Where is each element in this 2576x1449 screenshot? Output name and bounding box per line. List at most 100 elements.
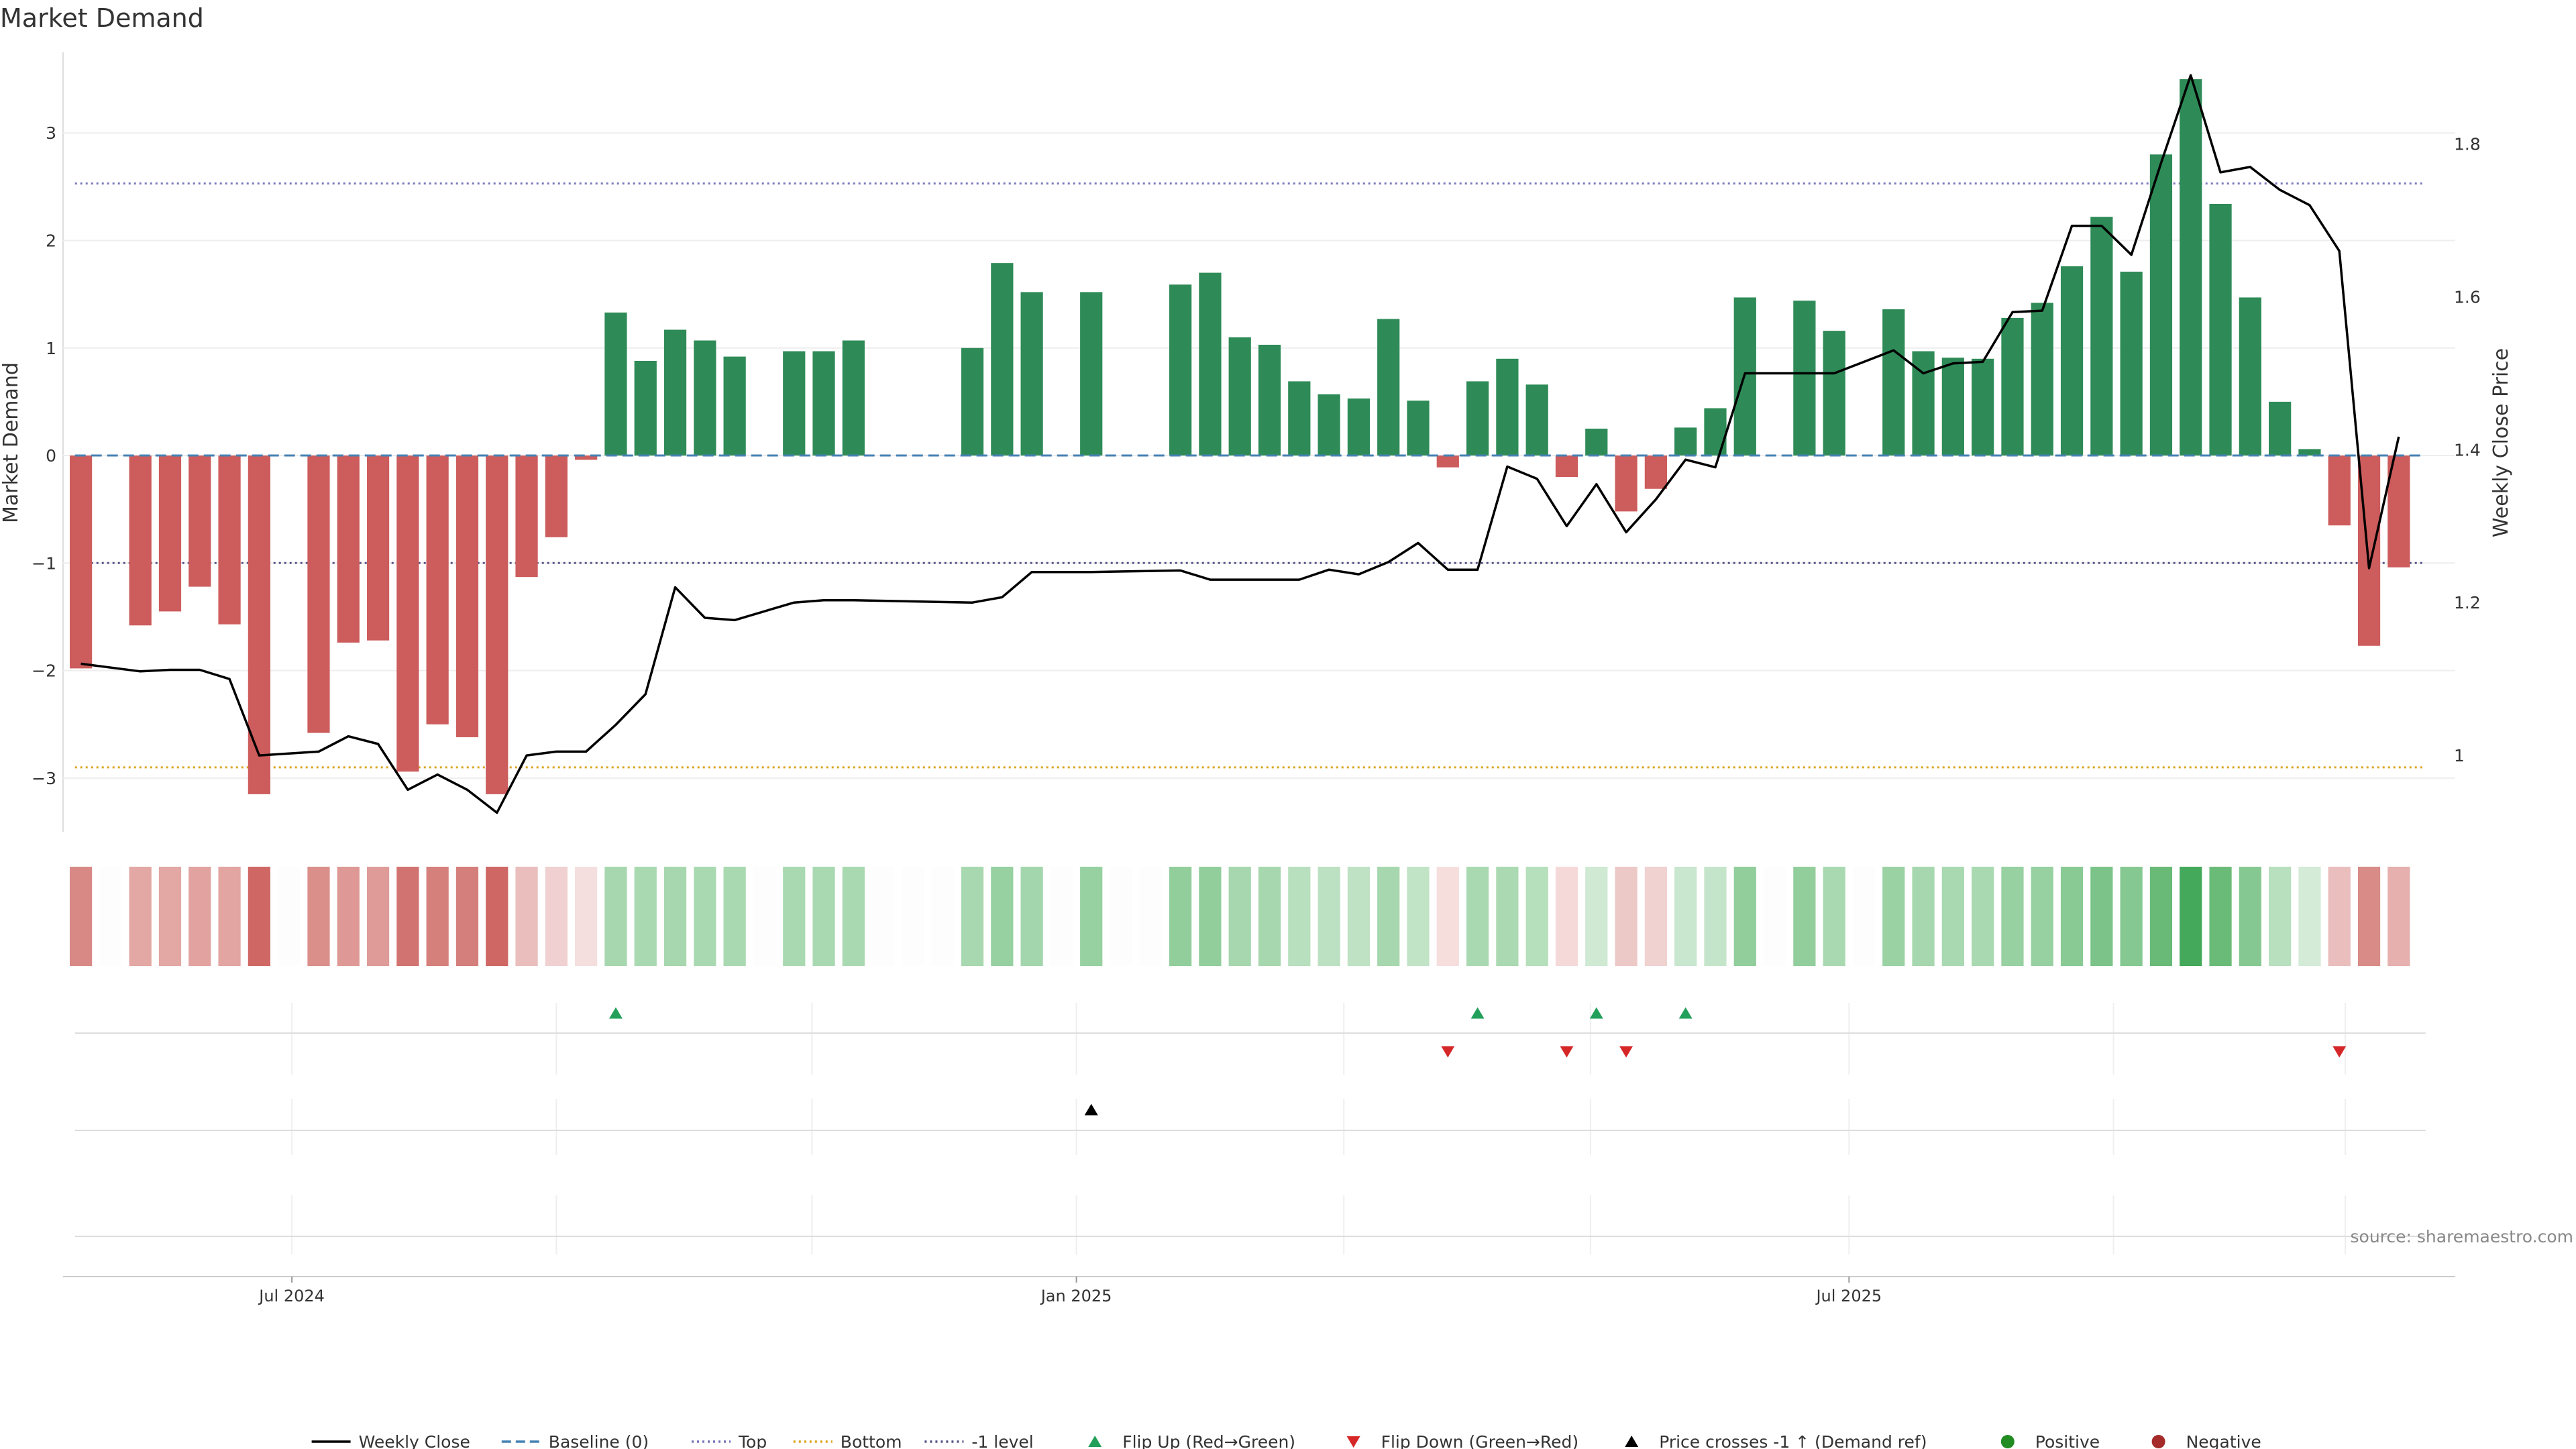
heat-strip-cell xyxy=(248,867,270,966)
y-tick-label-left: 2 xyxy=(46,231,56,250)
heat-strip-cell xyxy=(1555,867,1578,966)
heat-strip-cell xyxy=(1823,867,1845,966)
legend-item: Flip Up (Red→Green) xyxy=(1088,1432,1295,1449)
legend-label: -1 level xyxy=(971,1432,1033,1449)
demand-bar-positive xyxy=(1972,358,1994,456)
legend-label: Bottom xyxy=(841,1432,902,1449)
heat-strip-cell xyxy=(2357,867,2381,966)
heat-strip-cell xyxy=(2001,867,2024,966)
legend-item: Price crosses -1 ↑ (Demand ref) xyxy=(1625,1432,1927,1449)
y-tick-label-right: 1.4 xyxy=(2454,440,2481,460)
y-tick-label-right: 1.8 xyxy=(2454,135,2481,154)
heat-strip-cell xyxy=(1407,867,1430,966)
heat-strip-cell xyxy=(902,867,924,966)
flip-down-marker xyxy=(1441,1046,1455,1058)
heat-strip-cell xyxy=(1763,867,1786,966)
heat-strip-cell xyxy=(1644,867,1667,966)
heat-strip-cell xyxy=(1585,867,1608,966)
demand-bar-positive xyxy=(2298,449,2321,456)
heat-strip-cell xyxy=(396,867,419,966)
legend-label: Flip Up (Red→Green) xyxy=(1122,1432,1295,1449)
x-axis: Jul 2024 Jan 2025 Jul 2025 xyxy=(63,1276,2455,1305)
demand-bar-positive xyxy=(1258,344,1281,456)
demand-bar-positive xyxy=(1347,398,1371,456)
demand-bar-positive xyxy=(1199,272,1222,456)
empty-panel xyxy=(74,1195,2426,1254)
heat-strip-cell xyxy=(278,867,301,966)
legend-item: Positive xyxy=(2000,1432,2100,1449)
heat-strip-cell xyxy=(337,867,360,966)
demand-bar-positive xyxy=(2060,266,2084,456)
demand-bar-negative xyxy=(129,455,152,626)
demand-bar-negative xyxy=(575,455,598,460)
heat-strip-cell xyxy=(1941,867,1964,966)
demand-bar-negative xyxy=(545,455,568,537)
flip-down-marker xyxy=(2332,1046,2347,1058)
flip-up-marker xyxy=(1470,1007,1485,1019)
demand-bar-positive xyxy=(842,340,865,456)
heat-strip-cell xyxy=(2209,867,2232,966)
heat-strip-cell xyxy=(1793,867,1816,966)
legend-swatch-triangle xyxy=(1625,1436,1639,1447)
demand-bar-negative xyxy=(1644,455,1667,489)
demand-bar-positive xyxy=(2180,79,2202,456)
heat-strip-cell xyxy=(545,867,568,966)
heat-strip-cell xyxy=(1704,867,1727,966)
demand-bar-positive xyxy=(783,351,806,456)
heat-strip-cell xyxy=(2120,867,2143,966)
demand-bar-positive xyxy=(1704,408,1727,456)
demand-bar-negative xyxy=(1555,455,1578,478)
demand-bar-positive xyxy=(1466,381,1489,456)
flip-down-marker xyxy=(1619,1046,1633,1058)
heat-strip-cell xyxy=(604,867,627,966)
demand-bar-positive xyxy=(1882,309,1905,456)
demand-bar-positive xyxy=(1318,394,1340,456)
demand-bar-positive xyxy=(1169,284,1192,456)
legend-swatch-dot xyxy=(2151,1435,2165,1448)
demand-bar-positive xyxy=(961,347,984,456)
flip-up-marker xyxy=(1589,1007,1603,1019)
heat-strip-cell xyxy=(2328,867,2351,966)
heat-strip-cell xyxy=(455,867,479,966)
demand-bar-positive xyxy=(723,356,746,456)
demand-bar-positive xyxy=(1020,292,1043,456)
demand-bar-positive xyxy=(1941,358,1964,456)
demand-bar-positive xyxy=(1228,337,1251,456)
heat-strip-cell xyxy=(812,867,835,966)
legend-item: -1 level xyxy=(924,1432,1034,1449)
heat-strip-cell xyxy=(1169,867,1192,966)
demand-bar-negative xyxy=(426,455,449,724)
heat-strip-cell xyxy=(1318,867,1340,966)
demand-bar-negative xyxy=(396,455,419,772)
legend-label: Negative xyxy=(2186,1432,2261,1449)
demand-bar-negative xyxy=(158,455,182,612)
heat-strip-cell xyxy=(189,867,211,966)
heat-strip-cell xyxy=(1080,867,1103,966)
legend-label: Top xyxy=(738,1432,767,1449)
weekly-close-line xyxy=(80,74,2400,814)
demand-bar-negative xyxy=(69,455,93,669)
heat-strip-cell xyxy=(723,867,746,966)
demand-bar-positive xyxy=(1674,427,1697,456)
demand-bar-positive xyxy=(1496,358,1519,456)
y-axis-label-left: Market Demand xyxy=(0,362,23,523)
heat-strip-cell xyxy=(1377,867,1400,966)
demand-bar-positive xyxy=(1080,292,1103,456)
heat-strip-cell xyxy=(218,867,241,966)
heat-strip-cell xyxy=(69,867,93,966)
legend: Weekly Close Baseline (0) Top Bottom -1 leve… xyxy=(311,1432,2261,1449)
legend-item: Bottom xyxy=(793,1432,902,1449)
legend-item: Baseline (0) xyxy=(501,1432,649,1449)
demand-bar-negative xyxy=(337,455,360,643)
y-tick-label-left: 3 xyxy=(46,123,56,143)
flip-up-marker xyxy=(1678,1007,1693,1019)
heat-strip-cell xyxy=(1674,867,1697,966)
legend-swatch-triangle xyxy=(1346,1436,1360,1448)
titles: Market Demand Market Demand Weekly Close… xyxy=(0,3,2573,1246)
heat-strip-cell xyxy=(1199,867,1222,966)
heat-strip-cell xyxy=(1436,867,1459,966)
demand-bar-positive xyxy=(1525,384,1548,456)
heat-strip-cell xyxy=(2031,867,2053,966)
heat-strip-cell xyxy=(2090,867,2113,966)
